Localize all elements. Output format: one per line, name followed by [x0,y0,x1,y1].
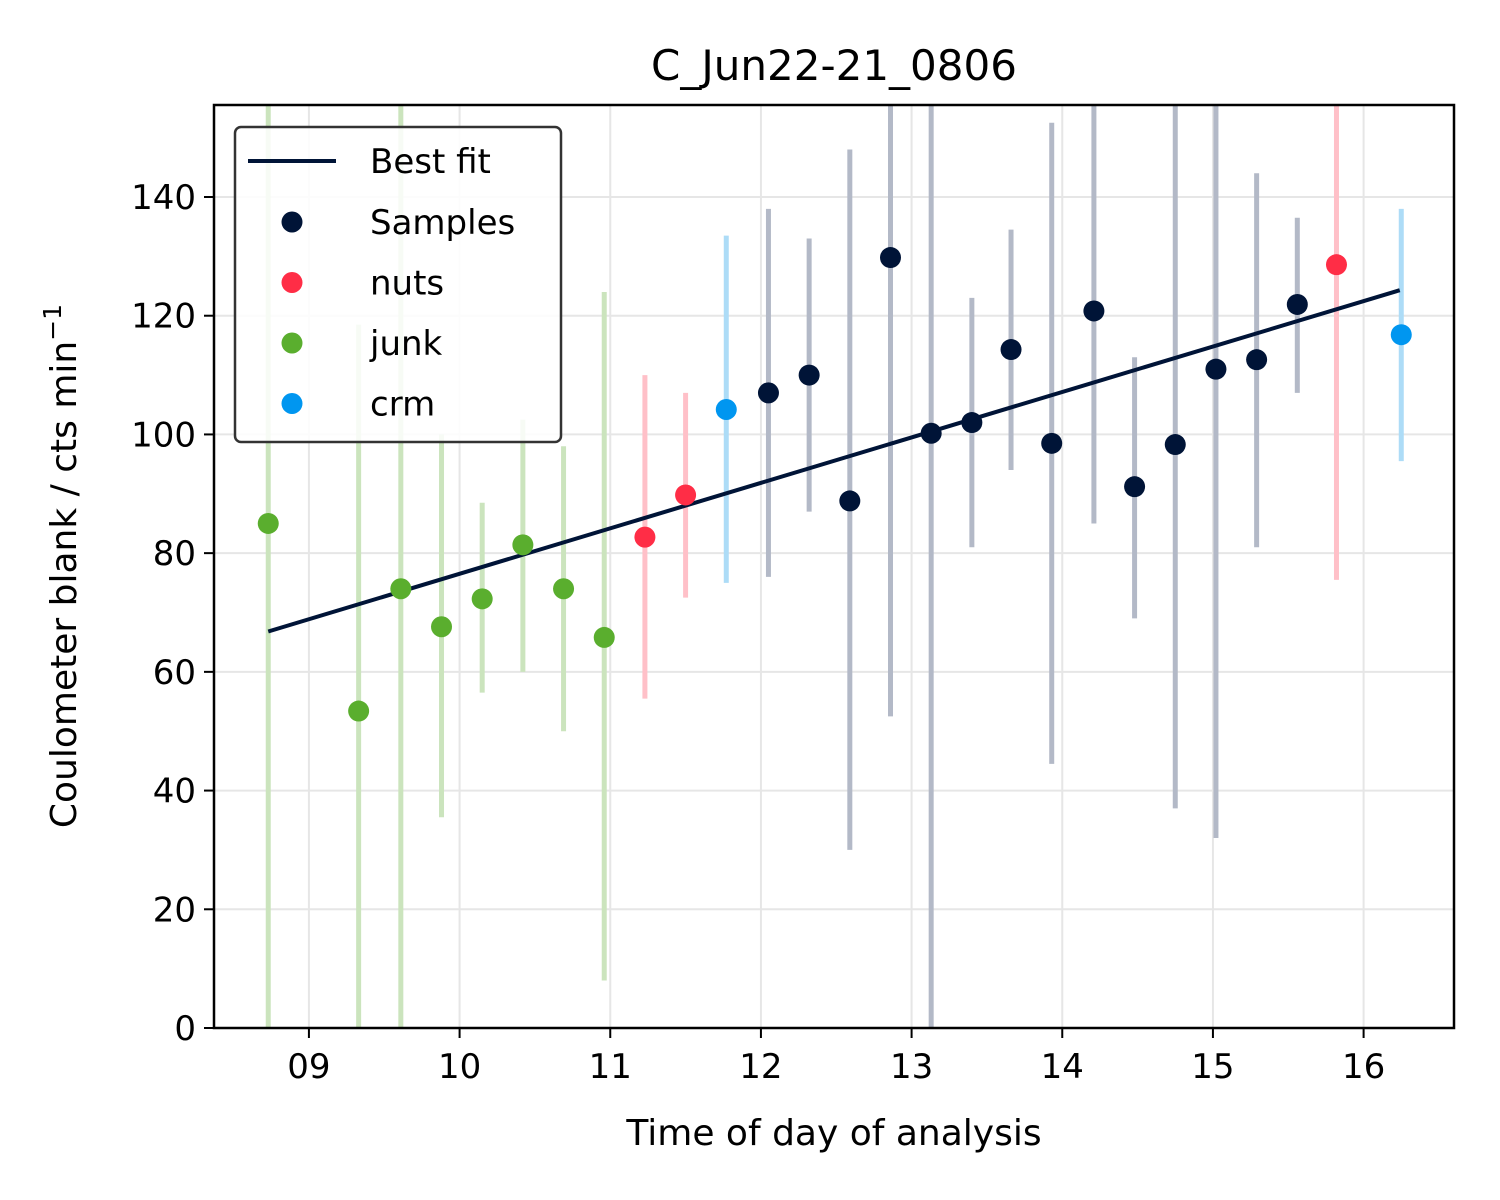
legend-label-nuts: nuts [370,264,444,304]
data-point-samples [1246,349,1268,371]
data-point-samples [798,364,820,386]
x-tick-label: 16 [1342,1047,1385,1087]
best-fit-line [267,288,1401,634]
x-tick-label: 09 [287,1047,330,1087]
legend-label-best-fit: Best fit [370,142,491,182]
y-tick-label: 80 [153,534,196,574]
legend-swatch-samples [281,211,303,233]
grid-lines [214,105,1454,1029]
data-point-nuts [634,526,656,548]
data-point-junk [593,626,615,648]
data-point-junk [348,700,370,722]
x-tick-label: 12 [739,1047,782,1087]
x-axis-label: Time of day of analysis [625,1113,1041,1154]
legend-label-junk: junk [369,324,443,364]
data-point-samples [1041,432,1063,454]
x-tick-label: 13 [890,1047,933,1087]
x-tick-label: 15 [1191,1047,1234,1087]
y-tick-label: 0 [174,1009,196,1049]
legend-swatch-crm [281,393,303,414]
data-point-samples [1286,293,1308,315]
data-point-nuts [675,484,697,506]
best-fit-line-group [267,288,1401,634]
data-point-samples [839,490,861,512]
y-tick-label: 140 [131,178,196,218]
x-axis-ticks: 09 10 11 12 13 14 15 16 [287,1028,1385,1087]
data-point-samples [920,422,942,444]
data-point-junk [512,534,534,556]
data-point-samples [880,247,902,269]
y-tick-label: 20 [153,890,196,930]
data-point-junk [390,578,412,600]
plot-frame [212,103,1456,1030]
data-point-crm [715,399,737,421]
y-tick-label: 120 [131,297,196,337]
plot-area: 09 10 11 12 13 14 15 16 0 20 40 60 80 100 120 140 [131,103,1456,1087]
data-point-nuts [1325,254,1347,276]
chart-title: C_Jun22-21_0806 [651,41,1017,90]
data-point-samples [1205,358,1227,380]
y-tick-label: 100 [131,415,196,455]
legend-label-samples: Samples [370,203,515,243]
y-axis-label: Coulometer blank / cts min−1 [38,304,85,828]
data-point-junk [553,578,575,600]
y-axis-ticks: 0 20 40 60 80 100 120 140 [131,178,214,1049]
data-point-samples [1000,339,1022,361]
data-point-junk [431,616,453,638]
legend-box [233,125,563,444]
data-point-junk [471,588,493,610]
data-point-junk [257,512,279,534]
legend: Best fit Samples nuts junk crm [233,125,563,444]
data-point-crm [1390,324,1412,346]
data-point-samples [1124,476,1146,498]
y-tick-label: 60 [153,653,196,693]
data-point-samples [1164,434,1186,456]
legend-swatch-nuts [281,272,303,293]
y-axis-label-main: Coulometer blank / cts min [44,341,85,828]
legend-swatch-junk [281,332,303,354]
data-point-samples [1083,300,1105,322]
y-axis-label-superscript: −1 [38,304,67,341]
x-tick-label: 14 [1041,1047,1084,1087]
x-tick-label: 10 [438,1047,481,1087]
data-point-samples [757,382,779,404]
x-tick-label: 11 [589,1047,632,1087]
y-tick-label: 40 [153,772,196,812]
legend-label-crm: crm [370,385,435,425]
data-point-samples [961,412,983,434]
data-points [257,247,1412,722]
